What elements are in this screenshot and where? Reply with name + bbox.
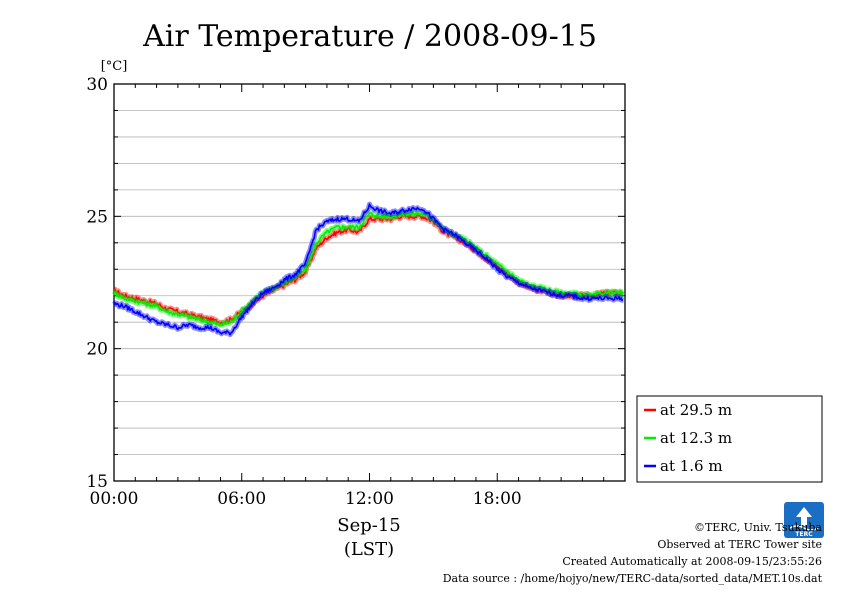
credit-copyright: ©TERC, Univ. Tsukuba bbox=[693, 521, 822, 534]
credit-created: Created Automatically at 2008-09-15/23:5… bbox=[562, 555, 822, 568]
terc-logo: TERC bbox=[784, 502, 824, 538]
logo-wave bbox=[789, 525, 819, 531]
series-3 bbox=[112, 201, 625, 338]
series-lines bbox=[111, 201, 626, 338]
legend-label: at 12.3 m bbox=[660, 429, 732, 447]
series-2 bbox=[111, 209, 626, 328]
grid-lines bbox=[114, 110, 625, 455]
y-axis-unit-label: [°C] bbox=[101, 59, 128, 74]
x-tick-label: 12:00 bbox=[345, 489, 394, 509]
chart-title: Air Temperature / 2008-09-15 bbox=[142, 19, 597, 54]
y-tick-label: 25 bbox=[86, 207, 108, 227]
x-tick-label: 00:00 bbox=[90, 489, 139, 509]
credit-data-source: Data source : /home/hojyo/new/TERC-data/… bbox=[442, 572, 822, 585]
legend-label: at 1.6 m bbox=[660, 457, 723, 475]
legend: at 29.5 m at 12.3 m at 1.6 m bbox=[636, 395, 823, 483]
x-axis-timezone-label: (LST) bbox=[344, 539, 394, 560]
logo-text: TERC bbox=[795, 531, 813, 538]
y-tick-label: 20 bbox=[86, 340, 108, 360]
logo-emblem bbox=[796, 507, 812, 526]
credit-site: Observed at TERC Tower site bbox=[657, 538, 822, 551]
series-line-halo bbox=[111, 209, 626, 328]
y-tick-label: 30 bbox=[86, 75, 108, 95]
series-line bbox=[113, 203, 624, 336]
y-tick-label: 15 bbox=[86, 472, 108, 492]
plot-frame bbox=[113, 83, 626, 482]
x-axis-date-label: Sep-15 bbox=[337, 515, 401, 536]
y-axis: 15 20 25 30 bbox=[86, 75, 625, 492]
x-tick-label: 06:00 bbox=[217, 489, 266, 509]
x-tick-label: 18:00 bbox=[473, 489, 522, 509]
series-line bbox=[113, 210, 624, 327]
x-axis: 00:00 06:00 12:00 18:00 bbox=[90, 84, 626, 509]
legend-label: at 29.5 m bbox=[660, 401, 732, 419]
legend-box bbox=[636, 395, 823, 483]
